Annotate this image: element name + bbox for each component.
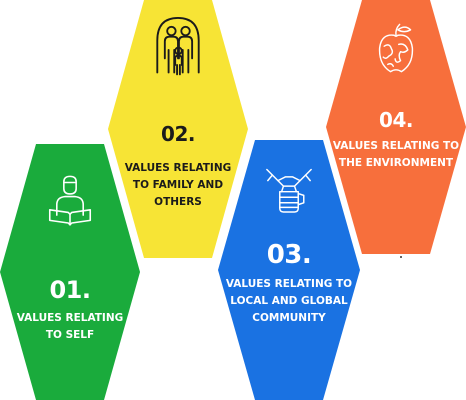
stray-dot [400,256,402,258]
hexagon-environment: 04. VALUES RELATING TO THE ENVIRONMENT [326,0,466,254]
hexagon-family-shape [108,0,248,258]
hexagon-environment-label-line-2: THE ENVIRONMENT [338,157,454,169]
hexagon-environment-label-line-1: VALUES RELATING TO [332,140,460,152]
hexagon-community-label-line-3: COMMUNITY [252,312,326,324]
hexagon-family: 02. VALUES RELATING TO FAMILY AND OTHERS [108,0,248,258]
hexagon-self-label: VALUES RELATING TO SELF [0,310,140,344]
globe-apple-icon [378,23,414,73]
hexagon-family-label-line-1: VALUES RELATING [124,162,232,174]
hexagon-community: 03. VALUES RELATING TO LOCAL AND GLOBAL … [218,140,360,400]
reading-person-icon [48,175,92,226]
hexagon-self-shape [0,144,140,400]
hexagon-self: 01. VALUES RELATING TO SELF [0,144,140,400]
hexagon-community-label: VALUES RELATING TO LOCAL AND GLOBAL COMM… [218,276,360,327]
hexagon-environment-number: 04. [379,108,413,132]
hexagon-family-label: VALUES RELATING TO FAMILY AND OTHERS [108,160,248,211]
hexagon-family-number: 02. [161,122,195,146]
hexagon-community-label-line-1: VALUES RELATING TO [225,278,353,290]
hexagon-self-label-line-2: TO SELF [45,329,95,341]
stacked-hands-icon [266,168,312,213]
hexagon-community-label-line-2: LOCAL AND GLOBAL [230,295,348,307]
hexagon-family-label-line-3: OTHERS [154,196,202,208]
hexagon-self-label-line-1: VALUES RELATING [16,312,124,324]
hexagon-self-number: 01. [49,276,91,304]
hexagon-community-number: 03. [266,240,312,270]
hexagon-community-shape [218,140,360,400]
hexagon-family-label-line-2: TO FAMILY AND [132,179,224,191]
family-icon [156,16,200,76]
hexagon-environment-label: VALUES RELATING TO THE ENVIRONMENT [326,138,466,172]
hexagon-environment-shape [326,0,466,254]
